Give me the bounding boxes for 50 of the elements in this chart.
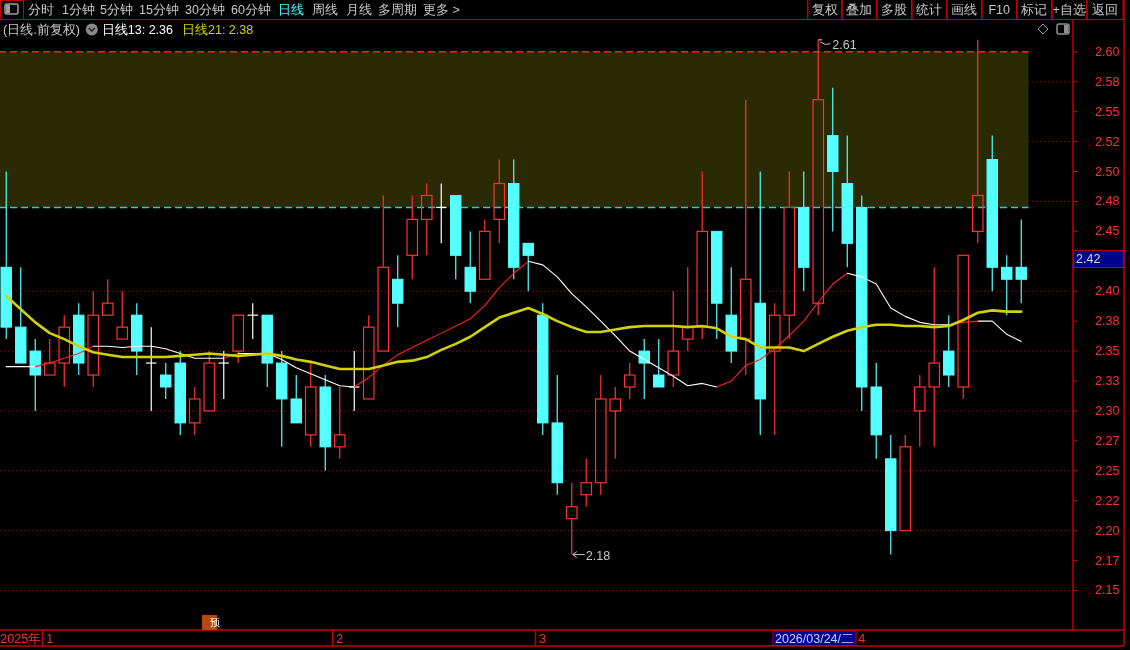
price-tag: 2.42 bbox=[1076, 252, 1101, 266]
toolbar: 返回 bbox=[1092, 2, 1118, 17]
y-tick: 2.50 bbox=[1095, 164, 1120, 179]
y-tick: 2.20 bbox=[1095, 523, 1120, 538]
toolbar: 日线 bbox=[278, 2, 304, 17]
y-tick: 2.38 bbox=[1095, 314, 1120, 329]
x-tick: 4 bbox=[858, 631, 866, 646]
toolbar: +自选 bbox=[1052, 2, 1086, 17]
legend: 日线21: 2.38 bbox=[182, 22, 254, 37]
y-tick: 2.40 bbox=[1095, 284, 1120, 299]
y-tick: 2.55 bbox=[1095, 104, 1120, 119]
y-tick: 2.22 bbox=[1095, 493, 1120, 508]
toolbar: 复权 bbox=[811, 2, 838, 17]
toolbar: 统计 bbox=[916, 2, 943, 17]
toolbar: 30分钟 bbox=[185, 2, 225, 17]
toolbar: 5分钟 bbox=[100, 2, 133, 17]
toolbar: 多周期 bbox=[378, 2, 417, 17]
y-tick: 2.25 bbox=[1095, 463, 1120, 478]
min-label: 2.18 bbox=[585, 548, 611, 563]
y-tick: 2.52 bbox=[1095, 134, 1120, 149]
toolbar: 画线 bbox=[951, 2, 978, 17]
toolbar: 更多 > bbox=[423, 2, 460, 17]
y-tick: 2.35 bbox=[1095, 344, 1120, 359]
toolbar: 多股 bbox=[881, 2, 908, 17]
y-tick: 2.60 bbox=[1095, 44, 1120, 59]
toolbar: 标记 bbox=[1021, 2, 1048, 17]
toolbar: 60分钟 bbox=[231, 2, 271, 17]
x-tick: 2 bbox=[336, 631, 344, 646]
cursor-date: 2026/03/24/二 bbox=[772, 630, 857, 646]
toolbar: 月线 bbox=[346, 2, 372, 17]
y-tick: 2.30 bbox=[1095, 403, 1120, 418]
y-tick: 2.48 bbox=[1095, 194, 1120, 209]
y-tick: 2.45 bbox=[1095, 224, 1120, 239]
x-tick: 3 bbox=[539, 631, 547, 646]
title: (日线.前复权) bbox=[3, 22, 80, 37]
toolbar: 分时 bbox=[28, 2, 54, 17]
max-label: 2.61 bbox=[832, 37, 857, 52]
toolbar: 叠加 bbox=[846, 2, 873, 17]
toolbar: 15分钟 bbox=[139, 2, 179, 17]
y-tick: 2.17 bbox=[1095, 553, 1120, 568]
toolbar: 1分钟 bbox=[62, 2, 95, 17]
legend: 日线13: 2.36 bbox=[101, 22, 173, 37]
toolbar: 周线 bbox=[312, 2, 338, 17]
y-tick: 2.15 bbox=[1095, 583, 1120, 598]
x-tick: 1 bbox=[46, 631, 54, 646]
x-tick: 2025年 bbox=[0, 631, 42, 646]
toolbar: F10 bbox=[988, 2, 1010, 17]
y-tick: 2.27 bbox=[1095, 433, 1120, 448]
y-tick: 2.58 bbox=[1095, 74, 1120, 89]
y-tick: 2.33 bbox=[1095, 374, 1120, 388]
